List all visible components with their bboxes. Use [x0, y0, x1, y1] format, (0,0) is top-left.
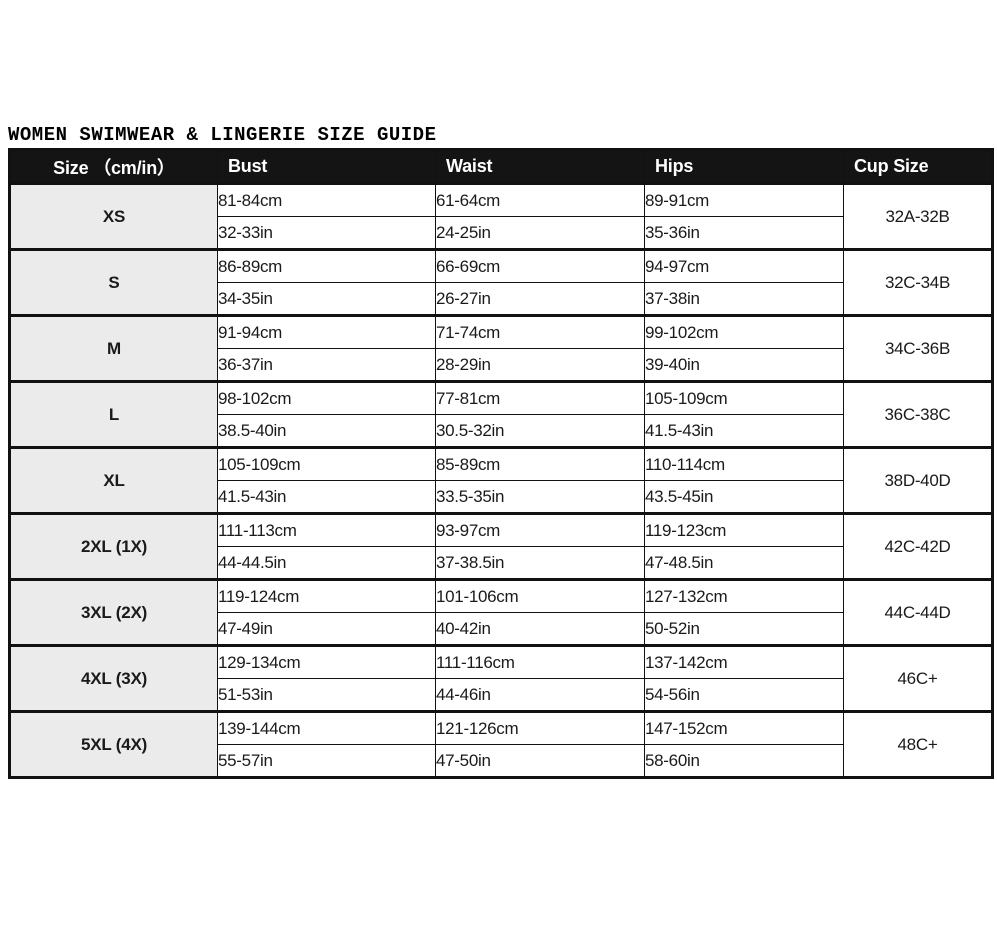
table-row: 3XL (2X) 119-124cm 101-106cm 127-132cm 4…	[9, 578, 993, 646]
hips-cm-cell: 137-142cm	[644, 644, 844, 679]
waist-cm-cell: 61-64cm	[435, 182, 645, 217]
hips-cm-cell: 147-152cm	[644, 710, 844, 745]
bust-in-cell: 38.5-40in	[217, 414, 436, 448]
table-row: 4XL (3X) 129-134cm 111-116cm 137-142cm 4…	[9, 644, 993, 712]
table-row: 41.5-43in 33.5-35in 43.5-45in	[10, 480, 993, 514]
column-header-size: Size （cm/in）	[9, 149, 218, 184]
hips-cm-cell: 94-97cm	[644, 248, 844, 283]
size-cell: XS	[9, 182, 218, 250]
hips-in-cell: 35-36in	[644, 216, 844, 250]
table-row: 36-37in 28-29in 39-40in	[10, 348, 993, 382]
cup-size-cell: 48C+	[843, 710, 993, 778]
table-row: 2XL (1X) 111-113cm 93-97cm 119-123cm 42C…	[9, 512, 993, 580]
bust-cm-cell: 139-144cm	[217, 710, 436, 745]
hips-cm-cell: 89-91cm	[644, 182, 844, 217]
column-header-cup: Cup Size	[843, 149, 993, 184]
bust-cm-cell: 81-84cm	[217, 182, 436, 217]
bust-in-cell: 32-33in	[217, 216, 436, 250]
table-row: L 98-102cm 77-81cm 105-109cm 36C-38C	[9, 380, 993, 448]
table-row: S 86-89cm 66-69cm 94-97cm 32C-34B	[9, 248, 993, 316]
bust-in-cell: 41.5-43in	[217, 480, 436, 514]
cup-size-cell: 42C-42D	[843, 512, 993, 580]
table-row: 32-33in 24-25in 35-36in	[10, 216, 993, 250]
size-cell: 2XL (1X)	[9, 512, 218, 580]
page-title: WOMEN SWIMWEAR & LINGERIE SIZE GUIDE	[8, 124, 437, 146]
hips-in-cell: 41.5-43in	[644, 414, 844, 448]
table-row: 55-57in 47-50in 58-60in	[10, 744, 993, 778]
table-row: 51-53in 44-46in 54-56in	[10, 678, 993, 712]
cup-size-cell: 32C-34B	[843, 248, 993, 316]
waist-cm-cell: 111-116cm	[435, 644, 645, 679]
bust-cm-cell: 86-89cm	[217, 248, 436, 283]
waist-cm-cell: 77-81cm	[435, 380, 645, 415]
hips-cm-cell: 105-109cm	[644, 380, 844, 415]
bust-cm-cell: 105-109cm	[217, 446, 436, 481]
waist-cm-cell: 121-126cm	[435, 710, 645, 745]
bust-cm-cell: 129-134cm	[217, 644, 436, 679]
hips-in-cell: 58-60in	[644, 744, 844, 778]
bust-cm-cell: 98-102cm	[217, 380, 436, 415]
bust-in-cell: 36-37in	[217, 348, 436, 382]
column-header-hips: Hips	[644, 149, 844, 184]
waist-cm-cell: 101-106cm	[435, 578, 645, 613]
hips-cm-cell: 127-132cm	[644, 578, 844, 613]
size-cell: 3XL (2X)	[9, 578, 218, 646]
waist-cm-cell: 71-74cm	[435, 314, 645, 349]
size-cell: XL	[9, 446, 218, 514]
column-header-waist: Waist	[435, 149, 645, 184]
hips-in-cell: 39-40in	[644, 348, 844, 382]
waist-in-cell: 30.5-32in	[435, 414, 645, 448]
bust-cm-cell: 119-124cm	[217, 578, 436, 613]
cup-size-cell: 46C+	[843, 644, 993, 712]
waist-cm-cell: 85-89cm	[435, 446, 645, 481]
cup-size-cell: 38D-40D	[843, 446, 993, 514]
bust-in-cell: 55-57in	[217, 744, 436, 778]
size-cell: 5XL (4X)	[9, 710, 218, 778]
waist-in-cell: 33.5-35in	[435, 480, 645, 514]
hips-in-cell: 47-48.5in	[644, 546, 844, 580]
table-row: 38.5-40in 30.5-32in 41.5-43in	[10, 414, 993, 448]
waist-in-cell: 44-46in	[435, 678, 645, 712]
table-row: 47-49in 40-42in 50-52in	[10, 612, 993, 646]
bust-cm-cell: 91-94cm	[217, 314, 436, 349]
waist-in-cell: 40-42in	[435, 612, 645, 646]
bust-in-cell: 47-49in	[217, 612, 436, 646]
size-cell: S	[9, 248, 218, 316]
hips-in-cell: 50-52in	[644, 612, 844, 646]
table-row: XS 81-84cm 61-64cm 89-91cm 32A-32B	[9, 182, 993, 250]
cup-size-cell: 44C-44D	[843, 578, 993, 646]
waist-in-cell: 26-27in	[435, 282, 645, 316]
hips-cm-cell: 110-114cm	[644, 446, 844, 481]
table-row: M 91-94cm 71-74cm 99-102cm 34C-36B	[9, 314, 993, 382]
bust-in-cell: 44-44.5in	[217, 546, 436, 580]
bust-in-cell: 51-53in	[217, 678, 436, 712]
cup-size-cell: 34C-36B	[843, 314, 993, 382]
column-header-bust: Bust	[217, 149, 436, 184]
hips-cm-cell: 119-123cm	[644, 512, 844, 547]
waist-in-cell: 24-25in	[435, 216, 645, 250]
size-guide-table: Size （cm/in） Bust Waist Hips Cup Size XS…	[8, 148, 994, 779]
size-cell: 4XL (3X)	[9, 644, 218, 712]
size-cell: L	[9, 380, 218, 448]
hips-in-cell: 54-56in	[644, 678, 844, 712]
waist-in-cell: 47-50in	[435, 744, 645, 778]
hips-in-cell: 37-38in	[644, 282, 844, 316]
hips-in-cell: 43.5-45in	[644, 480, 844, 514]
table-row: 5XL (4X) 139-144cm 121-126cm 147-152cm 4…	[9, 710, 993, 778]
cup-size-cell: 32A-32B	[843, 182, 993, 250]
hips-cm-cell: 99-102cm	[644, 314, 844, 349]
bust-cm-cell: 111-113cm	[217, 512, 436, 547]
waist-cm-cell: 66-69cm	[435, 248, 645, 283]
table-row: 34-35in 26-27in 37-38in	[10, 282, 993, 316]
waist-in-cell: 37-38.5in	[435, 546, 645, 580]
waist-cm-cell: 93-97cm	[435, 512, 645, 547]
table-row: XL 105-109cm 85-89cm 110-114cm 38D-40D	[9, 446, 993, 514]
bust-in-cell: 34-35in	[217, 282, 436, 316]
size-cell: M	[9, 314, 218, 382]
cup-size-cell: 36C-38C	[843, 380, 993, 448]
table-header-row: Size （cm/in） Bust Waist Hips Cup Size	[9, 149, 993, 184]
waist-in-cell: 28-29in	[435, 348, 645, 382]
